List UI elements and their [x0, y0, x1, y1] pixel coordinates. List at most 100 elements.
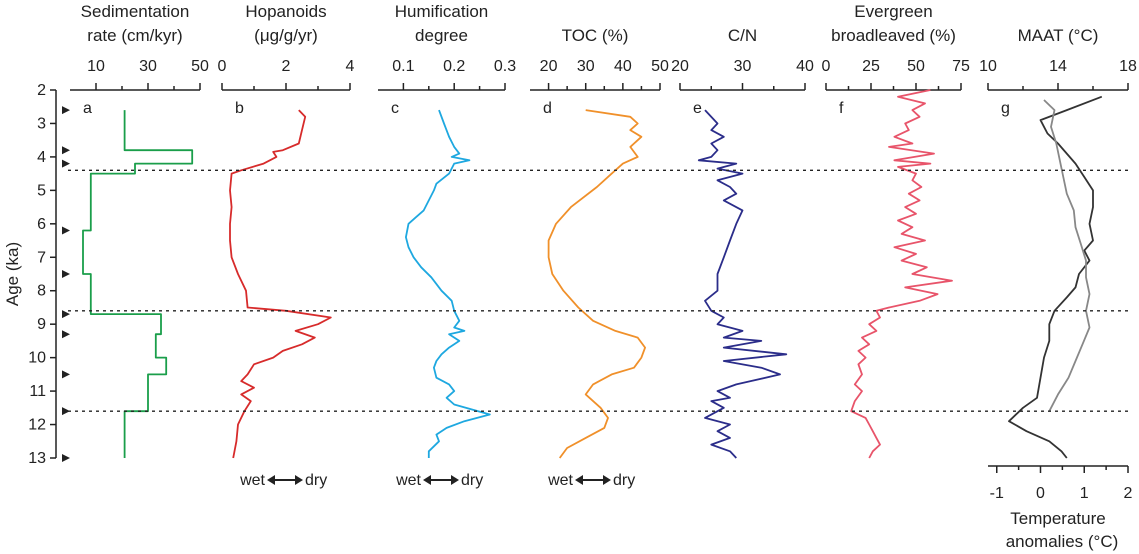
anomaly-axis-title-line2: anomalies (°C) [1006, 532, 1119, 551]
x-tick-label: 10 [979, 58, 997, 75]
x-tick-label: 0 [218, 58, 227, 75]
panel-letter: b [235, 100, 244, 117]
x-tick-label: 75 [952, 58, 970, 75]
x-tick-label: 18 [1119, 58, 1137, 75]
panel-title: Evergreen [854, 2, 932, 21]
age-tick-label: 10 [28, 350, 46, 367]
x-tick-label: 50 [651, 58, 669, 75]
anomaly-tick-label: 2 [1124, 485, 1133, 502]
overlay: wet dry wet dry wet dry -1 0 1 2 Temperature anomal… [68, 169, 1133, 551]
series-line [1043, 99, 1091, 412]
date-marker-arrow [62, 159, 70, 168]
panel-title: broadleaved (%) [831, 26, 956, 45]
x-tick-label: 40 [796, 58, 814, 75]
age-tick-label: 5 [37, 182, 46, 199]
date-marker-arrow [62, 370, 70, 379]
series-line [1008, 95, 1103, 459]
x-tick-label: 0 [822, 58, 831, 75]
panel-e: C/N 20 30 40 e [671, 26, 814, 459]
panel-d: TOC (%)20 30 40 50 d [530, 26, 669, 459]
age-tick-label: 12 [28, 417, 46, 434]
anomaly-tick-label: 1 [1080, 485, 1089, 502]
anomaly-tick-label: 0 [1036, 485, 1045, 502]
wet-label: wet [547, 472, 573, 489]
x-tick-label: 10 [87, 58, 105, 75]
panel-letter: f [839, 100, 844, 117]
panel-letter: e [693, 100, 702, 117]
x-tick-label: 0.2 [443, 58, 465, 75]
x-tick-label: 50 [191, 58, 209, 75]
panel-letter: c [391, 100, 399, 117]
dry-label: dry [461, 472, 483, 489]
date-marker-arrow [62, 454, 70, 462]
age-tick-label: 3 [37, 115, 46, 132]
panel-title: TOC (%) [562, 26, 629, 45]
panel-g: MAAT (°C) 10 14 18 g [979, 26, 1137, 459]
arrow-head-left [575, 475, 583, 485]
panel-title: rate (cm/kyr) [87, 26, 182, 45]
age-axis-title: Age (ka) [3, 242, 22, 306]
date-marker-arrow [62, 270, 70, 278]
panel-title: Humification [395, 2, 489, 21]
dry-label: dry [613, 472, 635, 489]
panels: Sedimentation rate (cm/kyr) 10 30 50 a Hopanoi… [70, 2, 1137, 459]
temperature-anomaly-axis: -1 0 1 2 Temperature anomalies (°C) [988, 465, 1133, 551]
wet-dry-indicator: wet dry [547, 472, 635, 489]
x-tick-label: 20 [540, 58, 558, 75]
panel-a: Sedimentation rate (cm/kyr) 10 30 50 a [70, 2, 209, 458]
x-tick-label: 2 [282, 58, 291, 75]
age-tick-label: 8 [37, 283, 46, 300]
wet-label: wet [395, 472, 421, 489]
panel-title: MAAT (°C) [1018, 26, 1099, 45]
x-tick-label: 40 [614, 58, 632, 75]
series-line [697, 109, 788, 459]
panel-letter: g [1001, 100, 1010, 117]
arrow-head-right [451, 475, 459, 485]
wet-dry-indicator: wet dry [395, 472, 483, 489]
series-line [82, 110, 194, 458]
arrow-head-left [267, 475, 275, 485]
x-tick-label: 0.1 [392, 58, 414, 75]
age-tick-label: 4 [37, 149, 46, 166]
panel-title: C/N [728, 26, 757, 45]
panel-title: Sedimentation [81, 2, 190, 21]
x-tick-label: 25 [862, 58, 880, 75]
date-marker-arrow [62, 146, 70, 155]
x-tick-label: 30 [734, 58, 752, 75]
x-tick-label: 4 [346, 58, 355, 75]
age-tick-label: 2 [37, 82, 46, 99]
panel-f: Evergreen broadleaved (%)0 25 50 75 f [822, 2, 970, 459]
panel-b: Hopanoids (μg/g/yr) 0 2 4 b [218, 2, 355, 459]
series-line [404, 109, 491, 458]
anomaly-tick-label: -1 [990, 485, 1004, 502]
panel-letter: d [543, 100, 552, 117]
panel-title: degree [415, 26, 468, 45]
series-line [547, 109, 646, 459]
panel-letter: a [83, 100, 92, 117]
wet-label: wet [239, 472, 265, 489]
date-marker-arrow [62, 226, 70, 235]
series-line [850, 89, 953, 459]
panel-title: Hopanoids [245, 2, 326, 21]
x-tick-label: 14 [1049, 58, 1067, 75]
arrow-head-right [603, 475, 611, 485]
age-tick-label: 7 [37, 249, 46, 266]
date-marker-arrow [62, 330, 70, 339]
age-tick-label: 6 [37, 216, 46, 233]
arrow-head-left [423, 475, 431, 485]
x-tick-label: 30 [139, 58, 157, 75]
age-tick-label: 13 [28, 450, 46, 467]
date-marker-arrow [62, 310, 70, 319]
anomaly-axis-title-line1: Temperature [1010, 509, 1105, 528]
age-tick-label: 9 [37, 316, 46, 333]
x-tick-label: 0.3 [494, 58, 516, 75]
panel-title: (μg/g/yr) [254, 26, 318, 45]
date-marker-arrow [62, 407, 70, 416]
x-tick-label: 30 [577, 58, 595, 75]
x-tick-label: 50 [907, 58, 925, 75]
dry-label: dry [305, 472, 327, 489]
arrow-head-right [295, 475, 303, 485]
wet-dry-indicator: wet dry [239, 472, 327, 489]
age-tick-label: 11 [29, 383, 46, 400]
